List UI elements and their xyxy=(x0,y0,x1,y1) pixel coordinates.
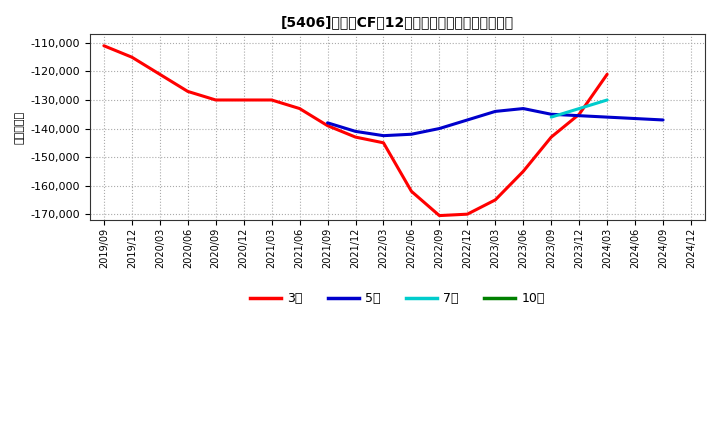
Title: [5406]　投賄CFの12か月移動合計の平均値の推移: [5406] 投賄CFの12か月移動合計の平均値の推移 xyxy=(281,15,514,29)
Y-axis label: （百万円）: （百万円） xyxy=(15,110,25,144)
Legend: 3年, 5年, 7年, 10年: 3年, 5年, 7年, 10年 xyxy=(245,287,550,310)
